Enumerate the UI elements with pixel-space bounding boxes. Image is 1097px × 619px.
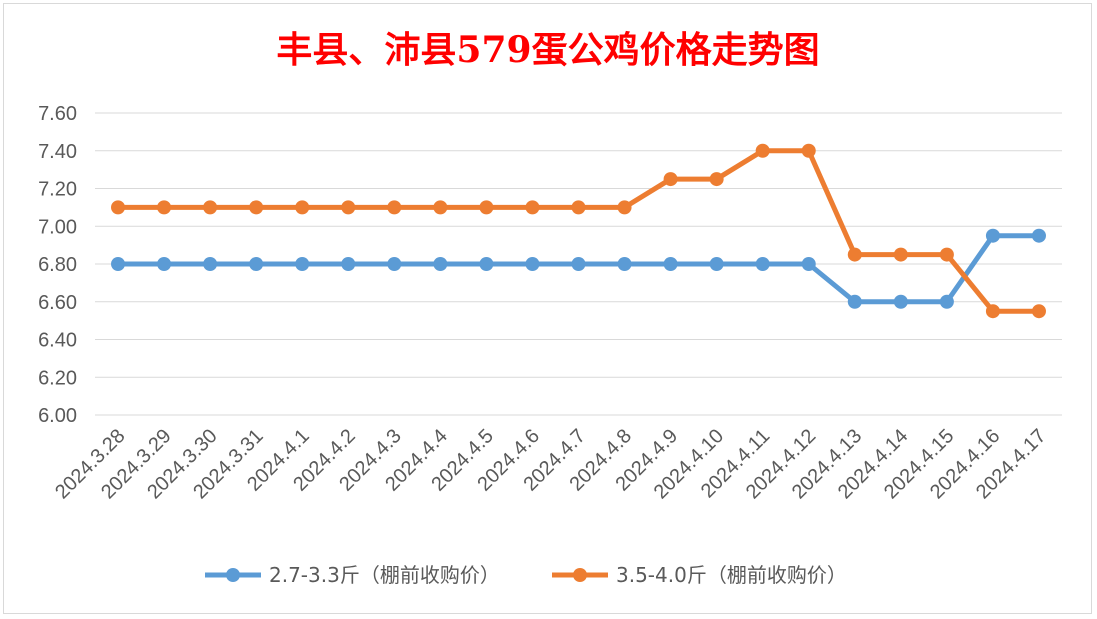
legend-label: 3.5-4.0斤（棚前收购价） xyxy=(616,563,847,587)
y-tick-label: 7.20 xyxy=(38,179,77,201)
data-point xyxy=(893,247,908,262)
y-tick-label: 7.60 xyxy=(38,103,77,125)
data-point xyxy=(249,200,264,215)
legend-item[interactable]: 2.7-3.3斤（棚前收购价） xyxy=(205,563,500,587)
y-tick-label: 6.80 xyxy=(38,254,77,276)
legend-swatch-marker xyxy=(226,568,240,582)
data-point xyxy=(525,257,540,271)
series-line xyxy=(115,148,1042,314)
data-point xyxy=(939,294,954,309)
y-tick-label: 6.20 xyxy=(38,367,77,389)
data-point xyxy=(1031,228,1046,243)
data-point xyxy=(755,257,770,271)
data-point xyxy=(847,294,862,309)
data-point xyxy=(1031,304,1046,319)
y-tick-label: 6.40 xyxy=(38,330,77,352)
data-point xyxy=(479,257,494,271)
series-1 xyxy=(111,228,1046,309)
data-point xyxy=(249,257,264,271)
data-point xyxy=(157,200,172,215)
legend[interactable]: 2.7-3.3斤（棚前收购价） 3.5-4.0斤（棚前收购价） xyxy=(205,563,847,587)
y-tick-label: 7.40 xyxy=(38,141,77,163)
data-point xyxy=(709,257,724,271)
data-point xyxy=(617,257,632,271)
data-point xyxy=(479,200,494,215)
data-point xyxy=(571,257,586,271)
data-point xyxy=(111,257,126,271)
data-point xyxy=(571,200,586,215)
data-point xyxy=(801,257,816,271)
y-tick-label: 6.00 xyxy=(38,405,77,427)
y-tick-label: 7.00 xyxy=(38,216,77,238)
data-point xyxy=(663,172,678,187)
data-point xyxy=(387,257,402,271)
data-point xyxy=(387,200,402,215)
series-2 xyxy=(111,143,1046,319)
data-point xyxy=(755,143,770,158)
legend-label: 2.7-3.3斤（棚前收购价） xyxy=(269,563,500,587)
data-point xyxy=(847,247,862,262)
y-tick-label: 6.60 xyxy=(38,292,77,314)
data-point xyxy=(709,172,724,187)
data-point xyxy=(985,228,1000,243)
data-point xyxy=(525,200,540,215)
chart-title: 丰县、沛县579蛋公鸡价格走势图 xyxy=(276,29,819,71)
data-point xyxy=(341,200,356,215)
data-point xyxy=(801,143,816,158)
data-point xyxy=(985,304,1000,319)
chart-frame xyxy=(3,3,1092,614)
data-point xyxy=(203,257,218,271)
data-point xyxy=(295,257,310,271)
x-axis-tick-labels: 2024.3.282024.3.292024.3.302024.3.312024… xyxy=(51,425,1050,503)
legend-item[interactable]: 3.5-4.0斤（棚前收购价） xyxy=(552,563,847,587)
data-point xyxy=(433,257,448,271)
data-point xyxy=(433,200,448,215)
data-point xyxy=(295,200,310,215)
data-point xyxy=(939,247,954,262)
data-point xyxy=(663,257,678,271)
series-lines xyxy=(111,143,1046,319)
data-point xyxy=(893,294,908,309)
y-axis-tick-labels: 6.00 6.20 6.40 6.60 6.80 7.00 7.20 7.40 7.60 xyxy=(38,103,77,427)
data-point xyxy=(617,200,632,215)
data-point xyxy=(203,200,218,215)
data-point xyxy=(157,257,172,271)
legend-swatch-marker xyxy=(573,568,587,582)
data-point xyxy=(111,200,126,215)
data-point xyxy=(341,257,356,271)
gridlines xyxy=(95,112,1062,416)
